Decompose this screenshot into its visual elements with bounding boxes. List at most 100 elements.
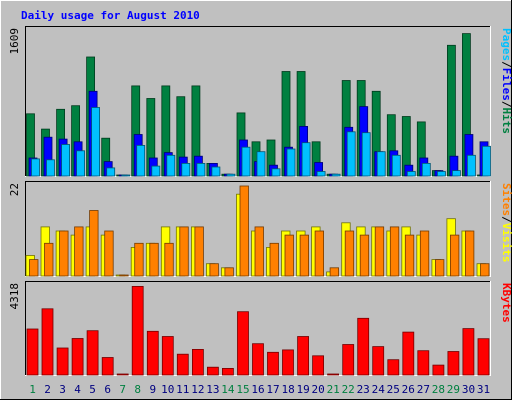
x-tick-day-2: 2 — [44, 383, 51, 396]
bar-sites-day-14 — [224, 267, 234, 277]
legend-entry-hits: Hits — [500, 108, 512, 135]
bar-kbytes-day-8 — [131, 285, 144, 376]
panel-hits-legend: Pages/Files/Hits — [500, 28, 512, 134]
x-tick-day-25: 25 — [387, 383, 400, 396]
bar-kbytes-day-31 — [477, 338, 490, 376]
bar-sites-day-12 — [194, 226, 204, 277]
x-tick-day-22: 22 — [342, 383, 355, 396]
bar-kbytes-day-16 — [252, 343, 264, 376]
bar-sites-day-6 — [104, 230, 114, 277]
x-tick-labels: 1 2 3 4 5 6 7 8 9 10 11 12 13 14 15 16 17 18 19 20 21 22 23 24 2… — [29, 383, 490, 396]
bar-sites-day-1 — [29, 259, 39, 277]
bar-pages-day-2 — [46, 159, 55, 177]
bar-kbytes-day-24 — [372, 346, 385, 376]
bar-pages-day-28 — [436, 171, 446, 177]
bar-pages-day-22 — [346, 131, 356, 177]
panel-kbytes-legend: KBytes — [500, 283, 512, 323]
bar-sites-day-27 — [419, 230, 430, 277]
bar-sites-day-2 — [44, 242, 54, 277]
panel-hits-max-label: 1609 — [8, 28, 21, 55]
bar-pages-day-18 — [286, 148, 296, 177]
bar-kbytes-day-15 — [237, 311, 249, 376]
bar-kbytes-day-11 — [176, 353, 189, 376]
bar-sites-day-11 — [179, 226, 189, 277]
x-tick-day-23: 23 — [357, 383, 370, 396]
x-tick-day-4: 4 — [74, 383, 81, 396]
legend-entry-sites: Sites — [500, 183, 512, 216]
x-tick-day-12: 12 — [191, 383, 204, 396]
bar-kbytes-day-26 — [402, 331, 415, 376]
panel-visits-legend: Sites/Visits — [500, 183, 512, 263]
bar-sites-day-30 — [464, 230, 475, 277]
bar-sites-day-22 — [344, 230, 355, 277]
bar-kbytes-day-10 — [161, 336, 174, 376]
bar-pages-day-24 — [376, 151, 386, 177]
bar-pages-day-4 — [76, 150, 85, 177]
panel-kbytes-max-label: 4318 — [8, 283, 21, 310]
x-tick-day-19: 19 — [296, 383, 309, 396]
bar-sites-day-24 — [374, 226, 385, 277]
x-tick-day-9: 9 — [149, 383, 156, 396]
bar-pages-day-8 — [136, 144, 146, 177]
bar-kbytes-day-19 — [297, 336, 310, 376]
bar-pages-day-3 — [61, 144, 70, 177]
bar-pages-day-12 — [196, 162, 206, 177]
bar-pages-day-7 — [121, 174, 131, 177]
series-pages — [31, 107, 491, 177]
panel-visits-max-label: 22 — [8, 183, 21, 196]
legend-entry-visits: Visits — [500, 223, 512, 263]
bar-sites-day-29 — [449, 234, 460, 277]
bar-sites-day-19 — [299, 234, 310, 277]
legend-separator: / — [500, 216, 512, 223]
bar-pages-day-16 — [256, 151, 266, 177]
bar-kbytes-day-4 — [71, 338, 84, 376]
x-tick-day-26: 26 — [402, 383, 415, 396]
x-tick-day-7: 7 — [119, 383, 126, 396]
bar-kbytes-day-21 — [327, 373, 340, 376]
bar-pages-day-10 — [166, 154, 176, 177]
bar-sites-day-18 — [284, 234, 294, 277]
x-tick-day-1: 1 — [29, 383, 36, 396]
bar-sites-day-25 — [389, 226, 400, 277]
bar-sites-day-20 — [314, 230, 325, 277]
bar-pages-day-29 — [451, 170, 461, 177]
legend-entry-files: Files — [500, 68, 512, 101]
bar-sites-day-16 — [254, 226, 264, 277]
chart-title: Daily usage for August 2010 — [21, 9, 200, 22]
panel-hits: 1609 Pages/Files/Hits — [8, 26, 512, 177]
bar-sites-day-9 — [149, 242, 159, 277]
bar-sites-day-31 — [480, 263, 490, 277]
x-tick-day-6: 6 — [104, 383, 111, 396]
bar-kbytes-day-17 — [267, 351, 279, 376]
panel-kbytes: 4318 KBytes — [8, 281, 512, 376]
legend-entry-kbytes: KBytes — [500, 283, 512, 323]
x-tick-day-13: 13 — [206, 383, 219, 396]
bar-pages-day-13 — [211, 166, 221, 177]
bar-sites-day-5 — [89, 210, 99, 277]
bar-kbytes-day-29 — [447, 351, 460, 376]
panel-visits: 22 Sites/Visits — [8, 181, 512, 277]
bar-pages-day-1 — [31, 158, 40, 177]
x-tick-day-24: 24 — [372, 383, 386, 396]
bar-kbytes-day-5 — [86, 330, 99, 376]
x-tick-day-21: 21 — [327, 383, 340, 396]
bar-kbytes-day-28 — [432, 364, 445, 376]
bar-kbytes-day-14 — [221, 367, 234, 376]
bar-kbytes-day-9 — [146, 330, 159, 376]
panels-layer: 1609 Pages/Files/Hits 22 Sites/Visits 4318 KB… — [8, 26, 512, 376]
series-kbytes — [26, 285, 490, 376]
bar-kbytes-day-27 — [417, 350, 430, 376]
bar-pages-day-6 — [106, 167, 116, 177]
bar-pages-day-31 — [482, 145, 491, 177]
bar-kbytes-day-25 — [387, 359, 400, 376]
x-tick-day-31: 31 — [477, 383, 490, 396]
bar-pages-day-27 — [421, 162, 431, 177]
bar-kbytes-day-12 — [191, 348, 204, 376]
x-tick-day-5: 5 — [89, 383, 96, 396]
x-tick-day-17: 17 — [266, 383, 279, 396]
bar-sites-day-17 — [269, 242, 279, 277]
bar-kbytes-day-30 — [462, 328, 475, 376]
bar-pages-day-9 — [151, 165, 161, 177]
bar-sites-day-21 — [329, 267, 340, 277]
bar-pages-day-23 — [361, 132, 371, 177]
